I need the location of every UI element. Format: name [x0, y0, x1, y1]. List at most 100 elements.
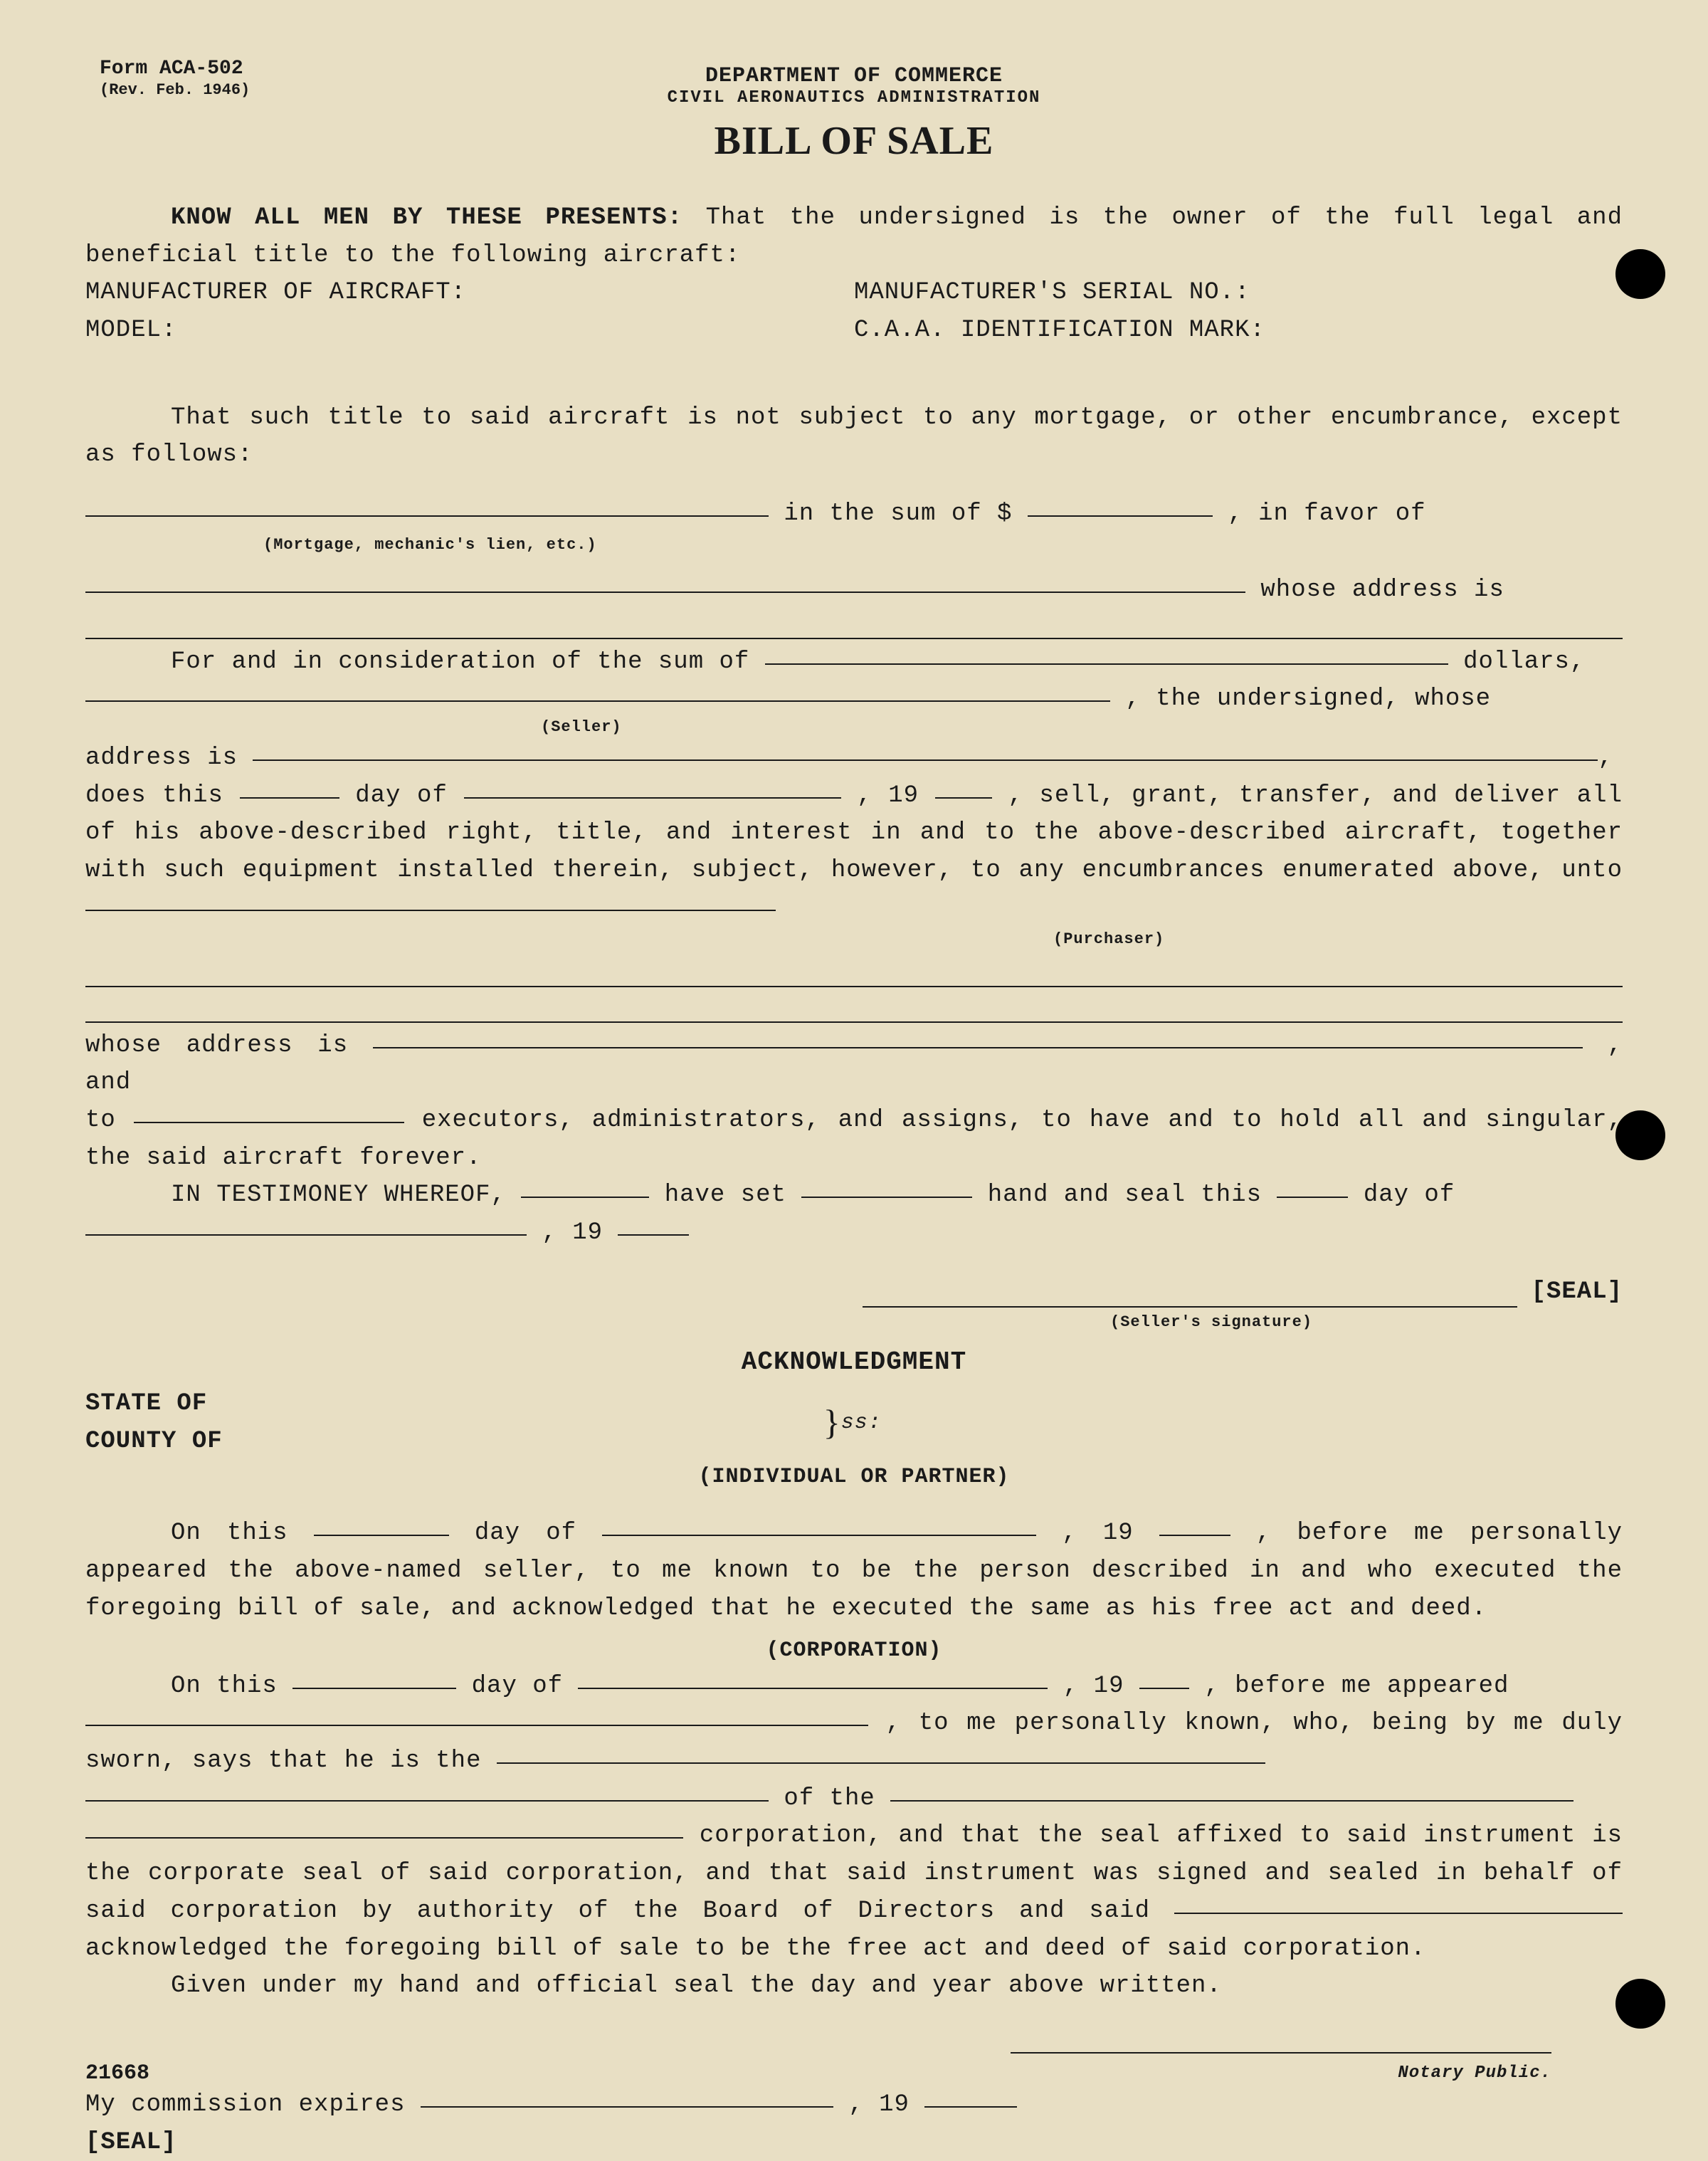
- blank-test-month[interactable]: [85, 1234, 527, 1236]
- blank-mortgage[interactable]: [85, 515, 769, 517]
- corp-p8: acknowledged the foregoing bill of sale …: [85, 1935, 1426, 1962]
- blank-commission[interactable]: [421, 2106, 833, 2108]
- preamble-lead: KNOW ALL MEN BY THESE PRESENTS:: [171, 204, 682, 231]
- blank-ind-year[interactable]: [1159, 1535, 1230, 1536]
- blank-test-day[interactable]: [1277, 1197, 1348, 1198]
- purchaser-hint: (Purchaser): [1053, 927, 1623, 952]
- document-body: KNOW ALL MEN BY THESE PRESENTS: That the…: [85, 199, 1623, 2161]
- address-line-full[interactable]: [85, 638, 1623, 639]
- blank-appeared[interactable]: [85, 1725, 868, 1726]
- notary-label: Notary Public.: [85, 2060, 1551, 2086]
- header-center: DEPARTMENT OF COMMERCE CIVIL AERONAUTICS…: [85, 64, 1623, 164]
- address-is-line: address is ,: [85, 740, 1623, 777]
- executors-text: executors, administrators, and assigns, …: [85, 1107, 1623, 1172]
- corp-p1: On this: [171, 1673, 278, 1700]
- administration-label: CIVIL AERONAUTICS ADMINISTRATION: [85, 88, 1623, 107]
- form-footer-number: 21668: [85, 2061, 149, 2086]
- blank-corp-month[interactable]: [578, 1688, 1048, 1689]
- blank-position[interactable]: [497, 1762, 1265, 1764]
- hand-seal-text: hand and seal this: [988, 1182, 1277, 1209]
- comma-19-text: , 19: [857, 782, 919, 809]
- seal-footer: [SEAL]: [85, 2124, 1623, 2161]
- manufacturer-label: MANUFACTURER OF AIRCRAFT:: [85, 274, 466, 312]
- serial-label: MANUFACTURER'S SERIAL NO.:: [854, 274, 1623, 312]
- acknowledgment-title: ACKNOWLEDGMENT: [85, 1342, 1623, 1382]
- have-set-text: have set: [665, 1182, 802, 1209]
- transfer-para: does this day of , 19 , sell, grant, tra…: [85, 777, 1623, 927]
- blank-signature[interactable]: [863, 1271, 1517, 1308]
- testimony-date-line: , 19: [85, 1214, 1623, 1252]
- blank-ind-month[interactable]: [602, 1535, 1036, 1536]
- blank-ofthe1[interactable]: [85, 1800, 769, 1802]
- blank-day[interactable]: [240, 797, 339, 799]
- document-title: BILL OF SALE: [85, 118, 1623, 164]
- blank-corp-day[interactable]: [292, 1688, 456, 1689]
- blank-said[interactable]: [1174, 1913, 1623, 1914]
- blank-test1[interactable]: [521, 1197, 649, 1198]
- whose-address-text: whose address is: [1260, 577, 1504, 604]
- blank-sum[interactable]: [1028, 515, 1213, 517]
- preamble: KNOW ALL MEN BY THESE PRESENTS: That the…: [85, 199, 1623, 274]
- corporation-heading: (CORPORATION): [85, 1634, 1623, 1668]
- blank-month[interactable]: [464, 797, 841, 799]
- blank-test2[interactable]: [801, 1197, 972, 1198]
- purchaser-line2[interactable]: [85, 986, 1623, 987]
- department-label: DEPARTMENT OF COMMERCE: [85, 64, 1623, 88]
- blank-to[interactable]: [134, 1122, 404, 1123]
- ss-label: ss:: [841, 1407, 882, 1440]
- does-this-text: does this: [85, 782, 240, 809]
- comma-19-text2: , 19: [542, 1219, 603, 1246]
- blank-favoree[interactable]: [85, 591, 1245, 593]
- corporation-para2: , to me personally known, who, being by …: [85, 1705, 1623, 1779]
- form-number: Form ACA-502: [100, 57, 250, 81]
- blank-corpname[interactable]: [85, 1837, 683, 1839]
- corporation-para3: of the: [85, 1780, 1623, 1818]
- blank-corp-year[interactable]: [1139, 1688, 1189, 1689]
- purchaser-line3[interactable]: [85, 1021, 1623, 1023]
- curly-brace-icon: }: [823, 1395, 841, 1451]
- model-label: MODEL:: [85, 312, 176, 349]
- punch-hole: [1615, 1979, 1665, 2029]
- corp-p2: day of: [472, 1673, 563, 1700]
- blank-commission-year[interactable]: [924, 2106, 1017, 2108]
- blank-year[interactable]: [935, 797, 992, 799]
- form-number-block: Form ACA-502 (Rev. Feb. 1946): [100, 57, 250, 100]
- blank-consideration[interactable]: [765, 663, 1448, 665]
- executors-para: to executors, administrators, and assign…: [85, 1102, 1623, 1177]
- corp-p3: , 19: [1063, 1673, 1124, 1700]
- day-of2-text: day of: [1364, 1182, 1455, 1209]
- state-county-block: STATE OF COUNTY OF } ss:: [85, 1385, 1623, 1460]
- blank-ind-day[interactable]: [314, 1535, 449, 1536]
- aircraft-fields-row2: MODEL: C.A.A. IDENTIFICATION MARK:: [85, 312, 1623, 349]
- testimony-text: IN TESTIMONEY WHEREOF,: [171, 1182, 506, 1209]
- seal-label: [SEAL]: [1532, 1273, 1623, 1311]
- blank-seller[interactable]: [85, 700, 1110, 702]
- blank-notary-sig[interactable]: [1011, 2052, 1551, 2054]
- undersigned-text: , the undersigned, whose: [1125, 685, 1491, 713]
- mortgage-line: in the sum of $ , in favor of: [85, 495, 1623, 533]
- punch-hole: [1615, 1110, 1665, 1160]
- caa-label: C.A.A. IDENTIFICATION MARK:: [854, 312, 1623, 349]
- favoree-line: whose address is: [85, 572, 1623, 609]
- blank-addr2[interactable]: [373, 1047, 1583, 1048]
- corporation-para4: corporation, and that the seal affixed t…: [85, 1817, 1623, 1967]
- individual-para: On this day of , 19 , before me personal…: [85, 1515, 1623, 1627]
- blank-test-year[interactable]: [618, 1234, 689, 1236]
- blank-purchaser[interactable]: [85, 910, 776, 911]
- aircraft-fields-row1: MANUFACTURER OF AIRCRAFT: MANUFACTURER'S…: [85, 274, 1623, 312]
- ind-p3: , 19: [1062, 1520, 1133, 1547]
- seller-line: , the undersigned, whose: [85, 680, 1623, 718]
- commission-text: My commission expires: [85, 2091, 405, 2118]
- punch-hole: [1615, 249, 1665, 299]
- to-text: to: [85, 1107, 116, 1134]
- form-revision: (Rev. Feb. 1946): [100, 81, 250, 100]
- in-favor-text: , in favor of: [1228, 500, 1425, 527]
- blank-address-is[interactable]: [253, 759, 1598, 761]
- corporation-para1: On this day of , 19 , before me appeared: [85, 1668, 1623, 1705]
- whose-address-line: whose address is , and: [85, 1027, 1623, 1102]
- signature-hint: (Seller's signature): [1110, 1310, 1623, 1335]
- address-is-text: address is: [85, 745, 238, 772]
- corp-p5: , to me personally known, who, being by …: [85, 1710, 1623, 1774]
- corp-p6: of the: [784, 1785, 875, 1812]
- blank-ofthe2[interactable]: [890, 1800, 1573, 1802]
